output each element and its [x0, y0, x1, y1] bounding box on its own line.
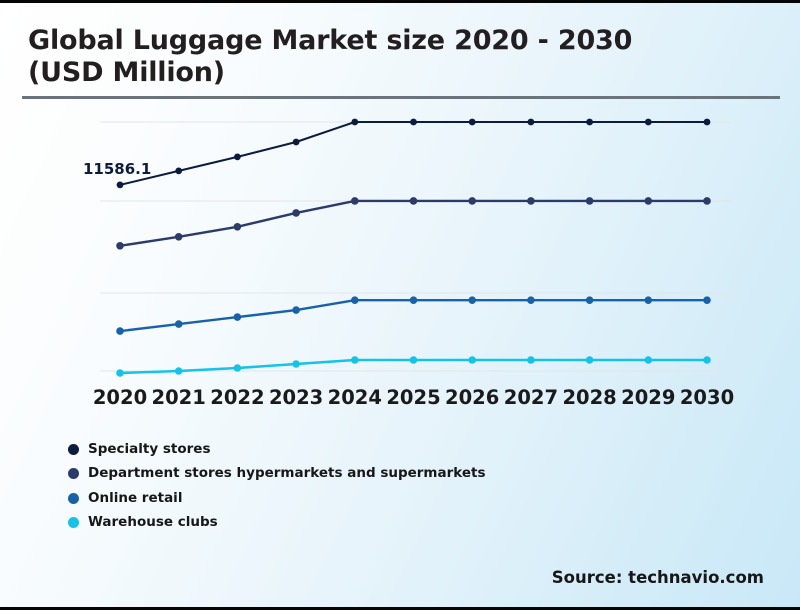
data-point[interactable] [174, 320, 183, 328]
data-point[interactable] [703, 197, 711, 205]
legend-item-0[interactable]: Specialty stores [68, 437, 708, 462]
x-tick-2030: 2030 [679, 386, 735, 409]
line-chart-svg [100, 118, 730, 377]
page-title: Global Luggage Market size 2020 - 2030 (… [28, 25, 633, 88]
data-point[interactable] [116, 327, 124, 335]
data-point[interactable] [644, 356, 653, 364]
series-line [118, 299, 709, 333]
x-tick-2025: 2025 [386, 386, 441, 409]
legend-label: Online retail [88, 489, 183, 506]
series-layer [116, 118, 711, 377]
legend-label: Department stores hypermarkets and super… [88, 465, 486, 481]
data-point[interactable] [233, 364, 242, 372]
data-point[interactable] [468, 296, 477, 305]
chart-legend: Specialty stores Department stores hyperm… [68, 437, 708, 535]
source-attribution: Source: technavio.com [551, 568, 764, 587]
data-point[interactable] [527, 197, 535, 205]
legend-dot-icon [68, 443, 79, 455]
data-point[interactable] [292, 138, 300, 146]
data-point[interactable] [292, 360, 300, 368]
data-point[interactable] [174, 367, 183, 375]
data-point[interactable] [175, 167, 183, 175]
data-point[interactable] [409, 197, 418, 205]
legend-item-1[interactable]: Department stores hypermarkets and super… [68, 462, 708, 487]
gridlines [100, 121, 730, 372]
data-point[interactable] [527, 118, 535, 126]
data-point[interactable] [527, 356, 535, 364]
data-point[interactable] [703, 356, 711, 364]
data-point[interactable] [292, 306, 300, 314]
data-value-label: 11586.1 [83, 159, 152, 178]
data-point[interactable] [174, 233, 183, 241]
data-point[interactable] [409, 356, 418, 364]
data-point[interactable] [116, 242, 124, 250]
data-point[interactable] [351, 197, 359, 205]
legend-item-3[interactable]: Warehouse clubs [68, 511, 708, 536]
data-point[interactable] [644, 296, 653, 305]
data-point[interactable] [233, 313, 242, 321]
data-point[interactable] [585, 197, 594, 205]
data-point[interactable] [468, 197, 477, 205]
data-point[interactable] [234, 153, 241, 161]
data-point[interactable] [116, 181, 124, 189]
plot-area: 11586.1 [0, 3, 800, 443]
data-point[interactable] [703, 296, 711, 305]
data-point[interactable] [292, 209, 300, 217]
x-tick-2027: 2027 [503, 386, 559, 409]
legend-dot-icon [68, 517, 79, 529]
data-point[interactable] [351, 356, 359, 364]
series-0 [116, 118, 711, 189]
x-tick-2023: 2023 [268, 386, 324, 409]
x-tick-2024: 2024 [327, 386, 382, 409]
series-line [119, 121, 708, 186]
x-tick-2026: 2026 [445, 386, 500, 409]
data-point[interactable] [585, 356, 594, 364]
data-point[interactable] [233, 223, 242, 231]
title-block: Global Luggage Market size 2020 - 2030 (… [28, 25, 748, 89]
data-point[interactable] [351, 118, 359, 126]
data-point[interactable] [410, 118, 417, 126]
data-point[interactable] [527, 296, 535, 305]
data-point[interactable] [585, 296, 594, 305]
data-point[interactable] [703, 118, 711, 126]
series-line [118, 199, 709, 248]
legend-dot-icon [68, 492, 79, 504]
data-point[interactable] [644, 118, 652, 126]
data-point[interactable] [468, 356, 477, 364]
data-point[interactable] [468, 118, 476, 126]
legend-dot-icon [68, 468, 79, 480]
data-point[interactable] [351, 296, 359, 305]
legend-item-2[interactable]: Online retail [68, 486, 708, 511]
data-point[interactable] [586, 118, 593, 126]
data-point[interactable] [644, 197, 653, 205]
series-1 [116, 197, 711, 250]
x-tick-2020: 2020 [92, 386, 148, 409]
series-2 [116, 296, 711, 335]
x-tick-2021: 2021 [151, 386, 206, 409]
data-point[interactable] [116, 369, 124, 377]
x-axis-labels: 2020 2021 2022 2023 2024 2025 2026 2027 2028 2029… [0, 386, 800, 416]
title-divider [22, 96, 780, 99]
data-point[interactable] [409, 296, 418, 305]
x-tick-2029: 2029 [621, 386, 676, 409]
x-tick-2022: 2022 [210, 386, 265, 409]
x-tick-2028: 2028 [562, 386, 617, 409]
series-3 [116, 356, 711, 377]
legend-label: Warehouse clubs [88, 514, 218, 530]
legend-label: Specialty stores [88, 440, 211, 457]
